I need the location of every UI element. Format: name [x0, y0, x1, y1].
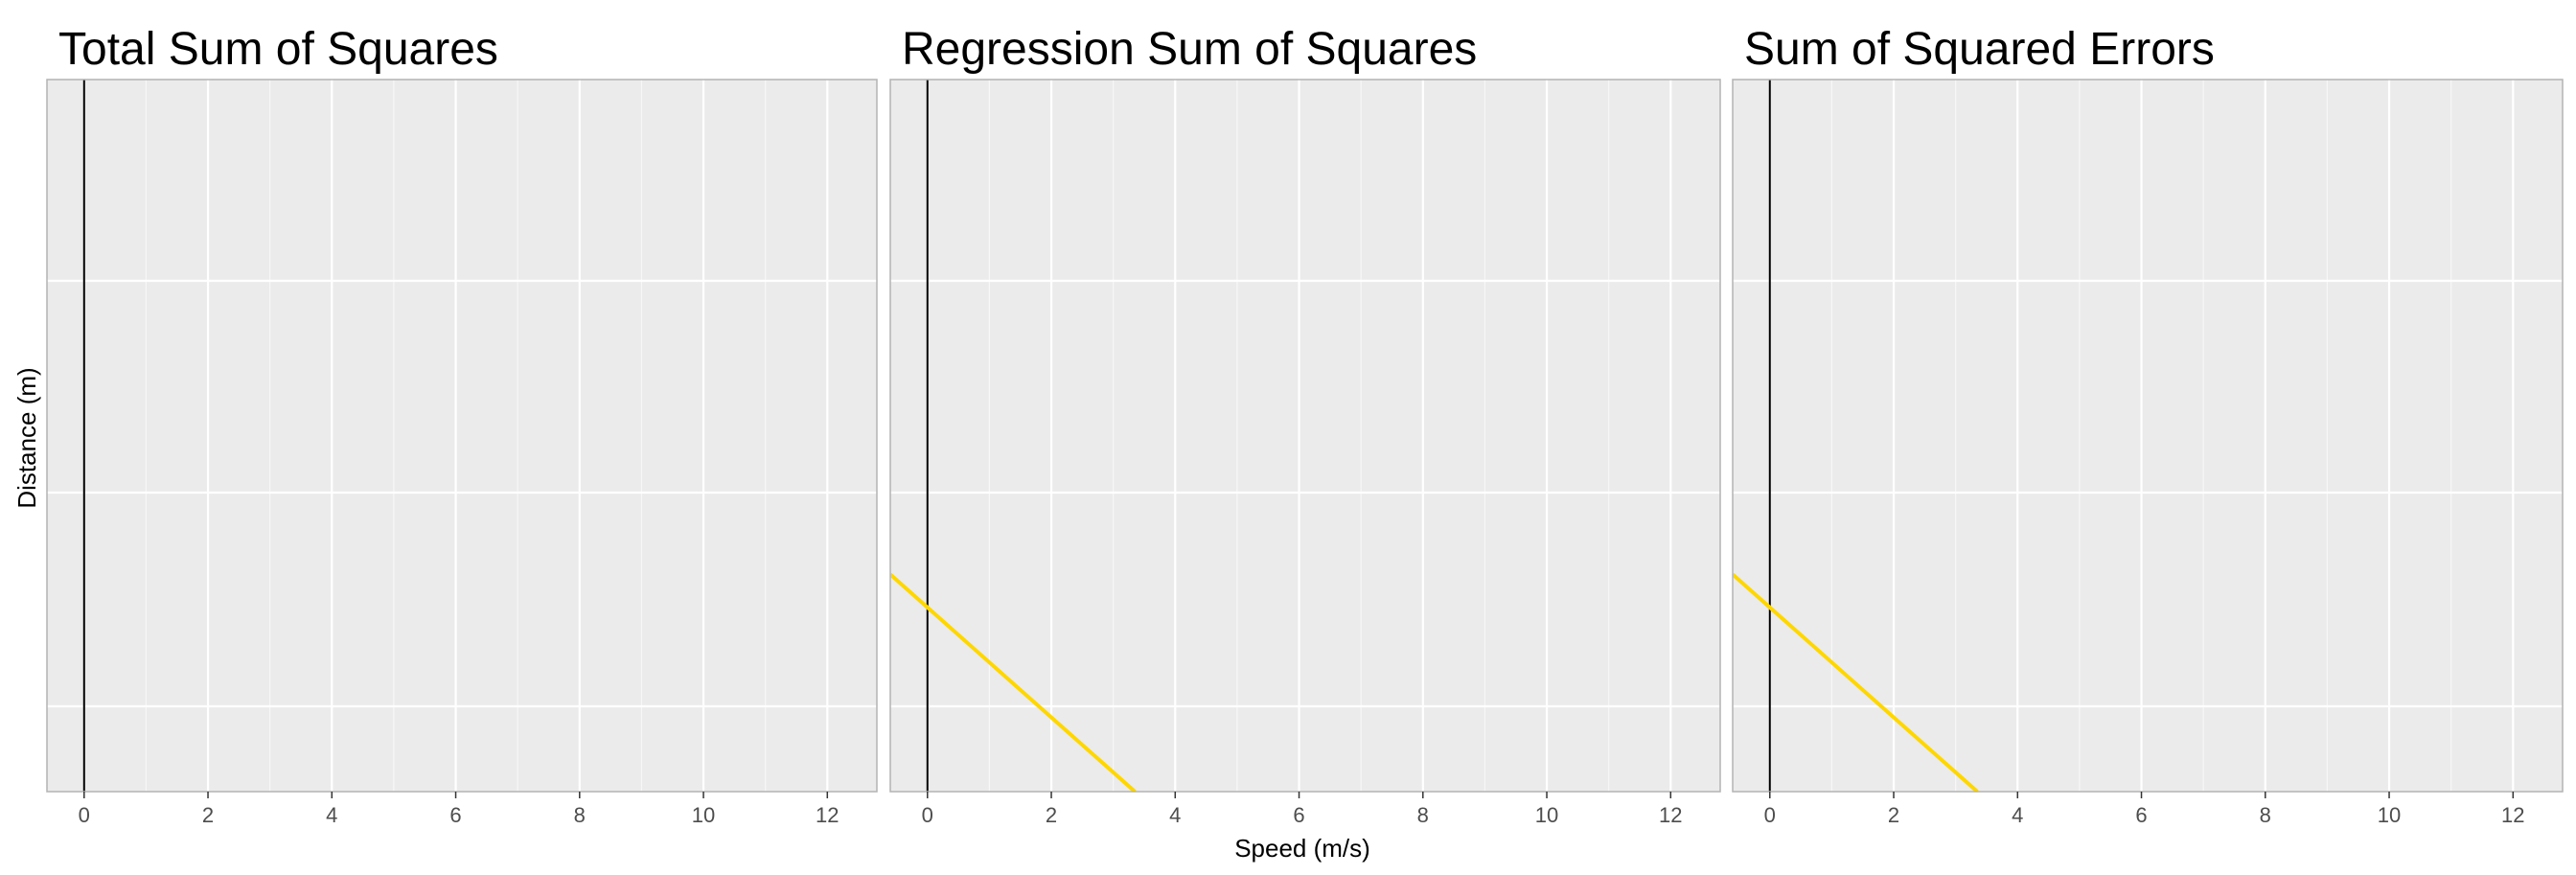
x-tick-label: 10 — [1535, 803, 1558, 827]
x-tick-label: 8 — [574, 803, 586, 827]
x-tick-label: 8 — [2260, 803, 2271, 827]
x-tick-label: 6 — [2135, 803, 2147, 827]
x-tick-label: 2 — [1888, 803, 1899, 827]
panel-2: 0 2 4 6 8 10 12 Regression Sum of Squares — [889, 24, 1721, 827]
panel-3: 0 2 4 6 8 10 12 Sum of Squared Errors — [1732, 24, 2564, 827]
x-tick-label: 4 — [326, 803, 337, 827]
panel-border — [46, 79, 878, 793]
x-axis-title: Speed (m/s) — [1234, 834, 1370, 863]
panel-title: Regression Sum of Squares — [902, 24, 1477, 75]
regression-line — [1733, 572, 1979, 792]
panel-title: Total Sum of Squares — [58, 24, 498, 75]
y-axis-title: Distance (m) — [12, 367, 41, 508]
panel-title: Sum of Squared Errors — [1744, 24, 2215, 75]
x-tick-label: 6 — [449, 803, 461, 827]
panel-background — [1733, 80, 2563, 792]
panel-border — [1732, 79, 2564, 793]
regression-line — [890, 572, 1137, 792]
panels: 0 2 4 6 8 10 12 Total Sum of Squares 0 2 4 6 8 10 12 Re… — [46, 24, 2564, 827]
x-tick-label: 8 — [1417, 803, 1429, 827]
x-tick-label: 6 — [1293, 803, 1304, 827]
x-tick-label: 10 — [2378, 803, 2401, 827]
x-tick-label: 2 — [1046, 803, 1057, 827]
panel-background — [890, 80, 1720, 792]
x-tick-label: 12 — [2501, 803, 2524, 827]
panel-background — [47, 80, 877, 792]
x-tick-label: 0 — [79, 803, 90, 827]
x-tick-label: 4 — [2012, 803, 2023, 827]
x-tick-label: 12 — [1659, 803, 1682, 827]
x-tick-label: 0 — [1764, 803, 1776, 827]
x-tick-label: 4 — [1169, 803, 1181, 827]
panel-1: 0 2 4 6 8 10 12 Total Sum of Squares — [46, 24, 878, 827]
x-tick-label: 12 — [816, 803, 839, 827]
x-tick-label: 2 — [202, 803, 214, 827]
panel-border — [889, 79, 1721, 793]
x-tick-label: 10 — [692, 803, 715, 827]
x-tick-label: 0 — [922, 803, 933, 827]
